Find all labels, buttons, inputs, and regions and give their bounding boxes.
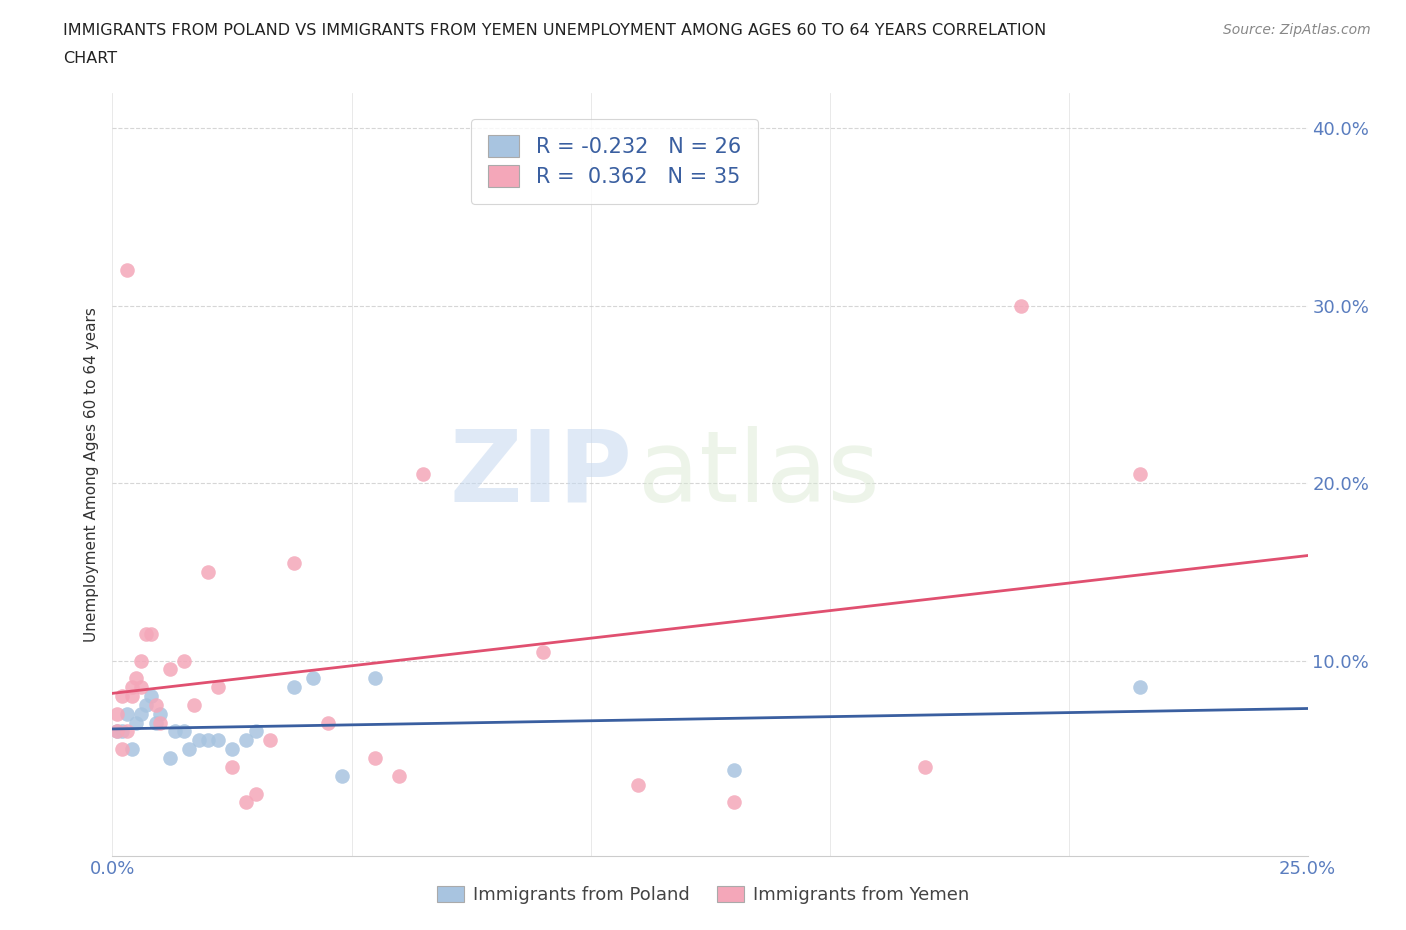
- Point: [283, 680, 305, 695]
- Point: [1129, 680, 1152, 695]
- Legend: R = -0.232   N = 26, R =  0.362   N = 35: R = -0.232 N = 26, R = 0.362 N = 35: [471, 119, 758, 204]
- Point: [197, 733, 219, 748]
- Point: [235, 733, 257, 748]
- Point: [121, 680, 143, 695]
- Point: [135, 698, 157, 712]
- Text: IMMIGRANTS FROM POLAND VS IMMIGRANTS FROM YEMEN UNEMPLOYMENT AMONG AGES 60 TO 64: IMMIGRANTS FROM POLAND VS IMMIGRANTS FRO…: [63, 23, 1046, 38]
- Point: [283, 555, 305, 570]
- Point: [145, 698, 167, 712]
- Point: [139, 688, 162, 703]
- Point: [121, 688, 143, 703]
- Point: [115, 263, 138, 278]
- Point: [412, 467, 434, 482]
- Point: [105, 724, 128, 739]
- Point: [135, 627, 157, 642]
- Point: [115, 724, 138, 739]
- Point: [187, 733, 209, 748]
- Point: [197, 565, 219, 579]
- Point: [163, 724, 186, 739]
- Point: [125, 671, 148, 685]
- Legend: Immigrants from Poland, Immigrants from Yemen: Immigrants from Poland, Immigrants from …: [430, 879, 976, 911]
- Point: [105, 706, 128, 721]
- Point: [173, 653, 195, 668]
- Point: [149, 715, 172, 730]
- Point: [364, 751, 387, 765]
- Point: [221, 760, 243, 775]
- Point: [159, 751, 181, 765]
- Point: [316, 715, 339, 730]
- Point: [259, 733, 281, 748]
- Point: [531, 644, 554, 659]
- Point: [723, 795, 745, 810]
- Point: [235, 795, 257, 810]
- Text: atlas: atlas: [638, 426, 880, 523]
- Point: [183, 698, 205, 712]
- Point: [177, 742, 200, 757]
- Point: [1010, 299, 1032, 313]
- Point: [111, 742, 134, 757]
- Point: [115, 706, 138, 721]
- Point: [245, 724, 267, 739]
- Point: [388, 768, 411, 783]
- Point: [302, 671, 325, 685]
- Point: [139, 627, 162, 642]
- Point: [914, 760, 936, 775]
- Point: [364, 671, 387, 685]
- Point: [207, 680, 229, 695]
- Point: [149, 706, 172, 721]
- Point: [145, 715, 167, 730]
- Text: Source: ZipAtlas.com: Source: ZipAtlas.com: [1223, 23, 1371, 37]
- Text: ZIP: ZIP: [450, 426, 633, 523]
- Point: [111, 688, 134, 703]
- Point: [129, 653, 152, 668]
- Point: [129, 680, 152, 695]
- Point: [330, 768, 353, 783]
- Point: [207, 733, 229, 748]
- Text: CHART: CHART: [63, 51, 117, 66]
- Point: [129, 706, 152, 721]
- Point: [125, 715, 148, 730]
- Point: [159, 662, 181, 677]
- Point: [627, 777, 650, 792]
- Point: [245, 786, 267, 801]
- Point: [105, 724, 128, 739]
- Y-axis label: Unemployment Among Ages 60 to 64 years: Unemployment Among Ages 60 to 64 years: [83, 307, 98, 642]
- Point: [221, 742, 243, 757]
- Point: [111, 724, 134, 739]
- Point: [173, 724, 195, 739]
- Point: [723, 763, 745, 777]
- Point: [1129, 467, 1152, 482]
- Point: [121, 742, 143, 757]
